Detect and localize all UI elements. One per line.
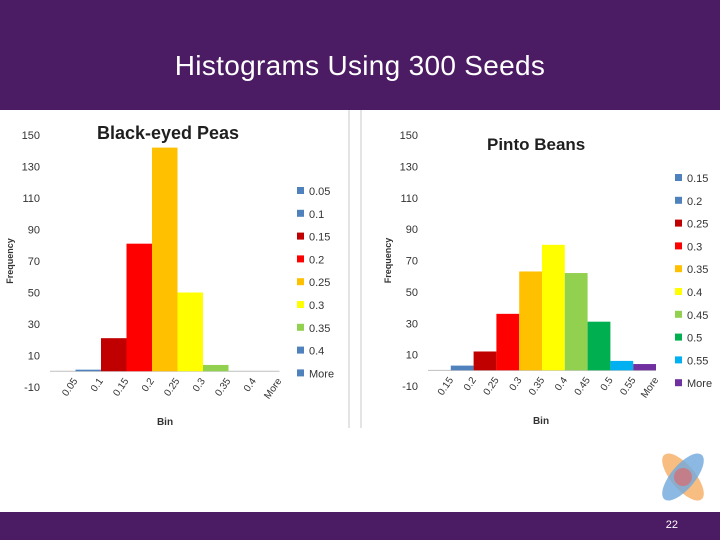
legend-entry: More <box>309 368 334 380</box>
y-tick-label: 10 <box>28 351 40 363</box>
legend-swatch <box>297 369 304 377</box>
y-tick-label: 150 <box>400 130 418 142</box>
legend-swatch <box>675 265 682 273</box>
legend-swatch <box>297 278 304 286</box>
legend-entry: 0.45 <box>687 310 708 322</box>
slide-header: Histograms Using 300 Seeds <box>0 0 720 110</box>
legend-swatch <box>675 288 682 295</box>
legend-entry: 0.1 <box>309 209 324 221</box>
histogram-bar <box>450 365 474 371</box>
histogram-bar <box>610 360 634 371</box>
legend-entry: 0.25 <box>687 219 708 231</box>
y-tick-label: 70 <box>406 256 418 268</box>
histogram-bar <box>177 292 203 372</box>
legend-entry: 0.4 <box>687 287 702 299</box>
legend-entry: 0.15 <box>687 173 708 185</box>
slide-title: Histograms Using 300 Seeds <box>174 50 546 81</box>
legend-entry: More <box>687 378 712 390</box>
x-axis-label: Bin <box>157 417 173 428</box>
y-tick-label: 90 <box>406 224 418 236</box>
histogram-bar <box>542 244 565 371</box>
y-tick-label: 130 <box>22 162 40 174</box>
histogram-bar <box>101 338 127 372</box>
legend-entry: 0.35 <box>687 264 708 276</box>
legend-entry: 0.5 <box>687 333 702 345</box>
y-tick-label: 50 <box>406 287 418 299</box>
legend-entry: 0.3 <box>309 300 324 312</box>
y-tick-label: 30 <box>406 318 418 330</box>
legend-entry: 0.2 <box>309 254 324 266</box>
chart-background <box>0 110 720 440</box>
chart-title: Pinto Beans <box>487 135 585 154</box>
legend-entry: 0.15 <box>309 232 330 244</box>
slide-footer: 22 <box>0 512 720 540</box>
legend-entry: 0.3 <box>687 241 702 253</box>
histogram-bar <box>126 243 152 372</box>
legend-swatch <box>297 187 304 194</box>
histogram-bar <box>75 369 101 372</box>
histogram-bar <box>203 364 229 372</box>
histogram-bar <box>564 273 588 371</box>
y-tick-label: 90 <box>28 225 40 237</box>
legend-swatch <box>675 242 682 250</box>
y-tick-label: 10 <box>406 350 418 362</box>
y-axis-label: Frequency <box>383 238 393 284</box>
y-tick-label: 30 <box>28 319 40 331</box>
legend-entry: 0.2 <box>687 196 702 208</box>
histogram-bar <box>587 321 611 371</box>
histogram-bar <box>152 147 178 372</box>
legend-entry: 0.35 <box>309 323 330 335</box>
legend-swatch <box>297 346 304 354</box>
legend-swatch <box>675 310 682 318</box>
y-tick-label: 150 <box>22 130 40 142</box>
x-axis-label: Bin <box>533 416 549 427</box>
chart-title: Black-eyed Peas <box>97 123 239 143</box>
logo-icon <box>662 453 704 501</box>
legend-swatch <box>297 232 304 240</box>
y-tick-label: 70 <box>28 256 40 268</box>
y-tick-label: 50 <box>28 288 40 300</box>
legend-entry: 0.4 <box>309 346 324 358</box>
legend-swatch <box>675 333 682 341</box>
legend-swatch <box>675 219 682 227</box>
legend-swatch <box>675 379 682 387</box>
legend-entry: 0.55 <box>687 355 708 367</box>
legend-swatch <box>297 323 304 331</box>
y-tick-label: 110 <box>400 193 418 205</box>
histogram-bar <box>496 313 520 371</box>
y-tick-label: -10 <box>402 381 418 393</box>
legend-entry: 0.25 <box>309 277 330 289</box>
histogram-bar <box>519 271 542 371</box>
legend-swatch <box>675 196 682 204</box>
y-tick-label: 130 <box>400 161 418 173</box>
legend-swatch <box>297 301 304 308</box>
page-number: 22 <box>665 519 678 531</box>
histogram-charts: Black-eyed Peas -10 10 30 50 70 90 110 130 150 Fre… <box>0 110 720 440</box>
y-axis-label: Frequency <box>5 238 15 284</box>
legend-swatch <box>297 209 304 217</box>
y-tick-label: -10 <box>24 382 40 394</box>
y-tick-label: 110 <box>22 193 40 205</box>
legend-swatch <box>675 174 682 181</box>
histogram-bar <box>633 364 656 371</box>
legend-swatch <box>297 255 304 263</box>
legend-entry: 0.05 <box>309 186 330 198</box>
legend-swatch <box>675 356 682 364</box>
histogram-bar <box>473 351 497 371</box>
